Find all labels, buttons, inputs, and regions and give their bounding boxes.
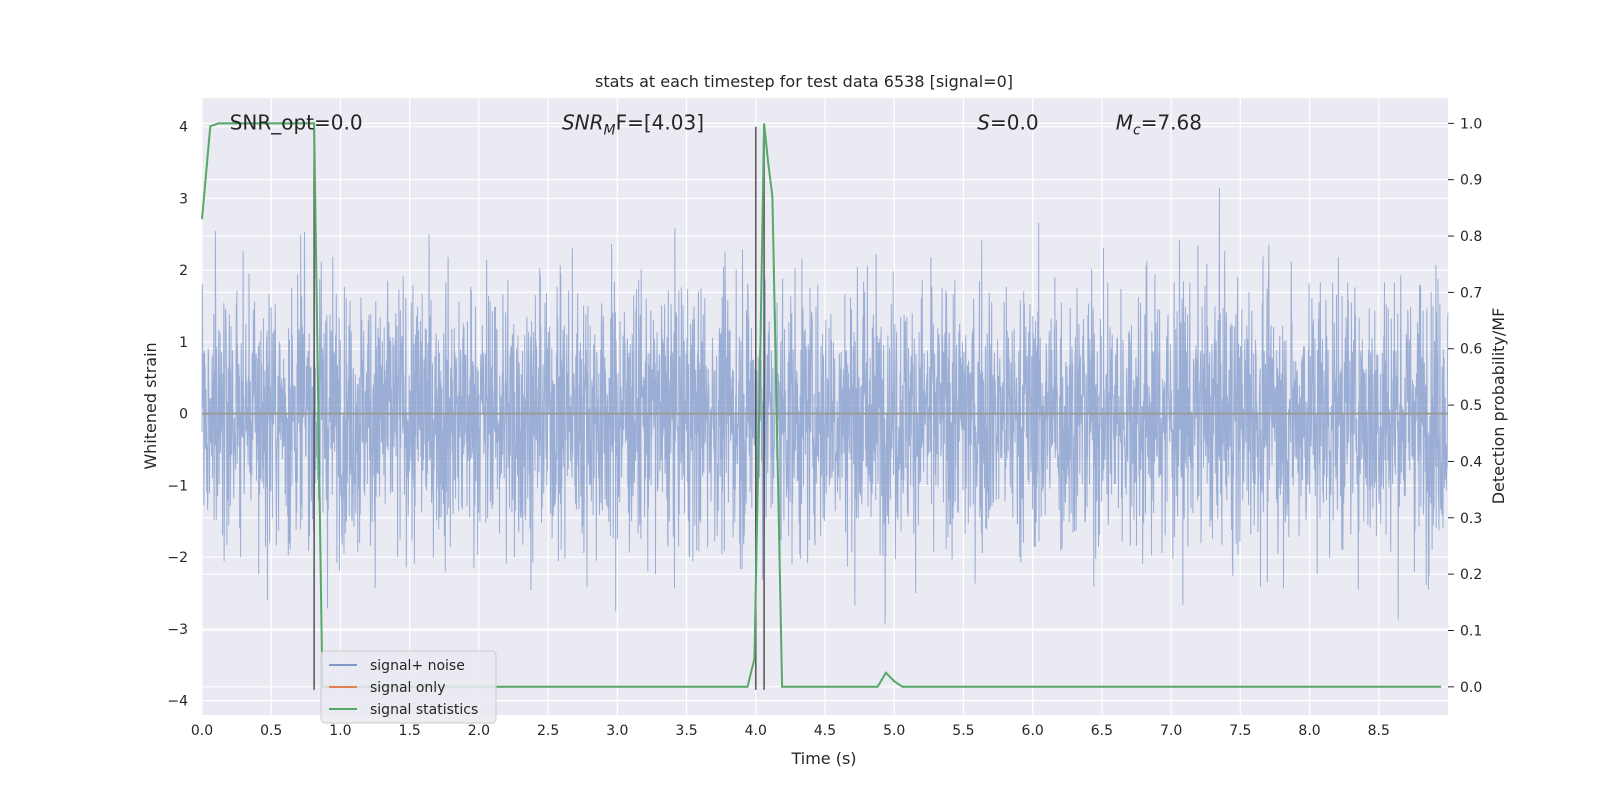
y-right-tick-label: 0.6 [1460,342,1482,358]
y-right-tick-label: 1.0 [1460,116,1482,132]
x-tick-label: 8.0 [1298,723,1320,739]
x-tick-label: 0.5 [260,723,282,739]
x-tick-label: 0.0 [191,723,213,739]
y-left-axis-ticks: 4 3 2 1 0 −1 −2 −3 −4 [167,120,188,710]
x-tick-label: 4.5 [814,723,836,739]
y-right-tick-label: 0.5 [1460,398,1482,414]
x-tick-label: 7.5 [1229,723,1251,739]
x-tick-label: 3.0 [606,723,628,739]
x-tick-label: 5.0 [883,723,905,739]
y-right-axis-ticks: 1.0 0.9 0.8 0.7 0.6 0.5 0.4 0.3 0.2 0.1 0.0 [1448,116,1482,696]
y-left-tick-label: −2 [167,550,188,566]
x-tick-label: 1.0 [329,723,351,739]
y-left-tick-label: −1 [167,478,188,494]
x-tick-label: 7.0 [1160,723,1182,739]
x-tick-label: 8.5 [1368,723,1390,739]
annotations: SNR_opt=0.0 SNRMF=[4.03] S=0.0 Mc=7.68 [230,111,1202,139]
legend-label: signal only [370,680,445,696]
legend-label: signal statistics [370,702,478,718]
y-right-tick-label: 0.1 [1460,623,1482,639]
x-axis-ticks: 0.0 0.5 1.0 1.5 2.0 2.5 3.0 3.5 4.0 4.5 5.0 5.5 6.0 6… [191,723,1390,739]
x-axis-label: Time (s) [790,749,856,768]
y-right-tick-label: 0.4 [1460,454,1482,470]
x-tick-label: 5.5 [952,723,974,739]
y-right-tick-label: 0.8 [1460,229,1482,245]
x-tick-label: 2.0 [468,723,490,739]
legend-box [320,650,497,724]
x-tick-label: 6.0 [1022,723,1044,739]
y-left-tick-label: −4 [167,694,188,710]
annotation: SNR_opt=0.0 [230,111,363,135]
y-left-tick-label: 0 [179,407,188,423]
annotation: Mc=7.68 [1116,111,1202,139]
legend: signal+ noise signal only signal statistic… [320,650,497,724]
y-right-tick-label: 0.0 [1460,680,1482,696]
x-tick-label: 4.0 [745,723,767,739]
chart-title: stats at each timestep for test data 653… [595,72,1013,91]
x-tick-label: 3.5 [675,723,697,739]
y-left-tick-label: 4 [179,120,188,136]
statistics-line [201,122,1442,688]
annotation: SNRMF=[4.03] [562,111,704,139]
x-tick-label: 6.5 [1091,723,1113,739]
y-right-tick-label: 0.2 [1460,567,1482,583]
y-right-tick-label: 0.9 [1460,173,1482,189]
y-right-tick-label: 0.3 [1460,511,1482,527]
x-tick-label: 1.5 [399,723,421,739]
y-left-tick-label: −3 [167,622,188,638]
series-signal-noise [201,187,1449,625]
y-left-tick-label: 2 [179,263,188,279]
series-signal-statistics [201,122,1442,688]
legend-label: signal+ noise [370,658,465,674]
annotation: S=0.0 [977,111,1038,135]
y-left-axis-label: Whitened strain [141,342,160,469]
x-tick-label: 2.5 [537,723,559,739]
y-right-tick-label: 0.7 [1460,285,1482,301]
noise-trace [201,187,1449,625]
y-left-tick-label: 3 [179,191,188,207]
y-left-tick-label: 1 [179,335,188,351]
y-right-axis-label: Detection probability/MF [1489,308,1508,505]
